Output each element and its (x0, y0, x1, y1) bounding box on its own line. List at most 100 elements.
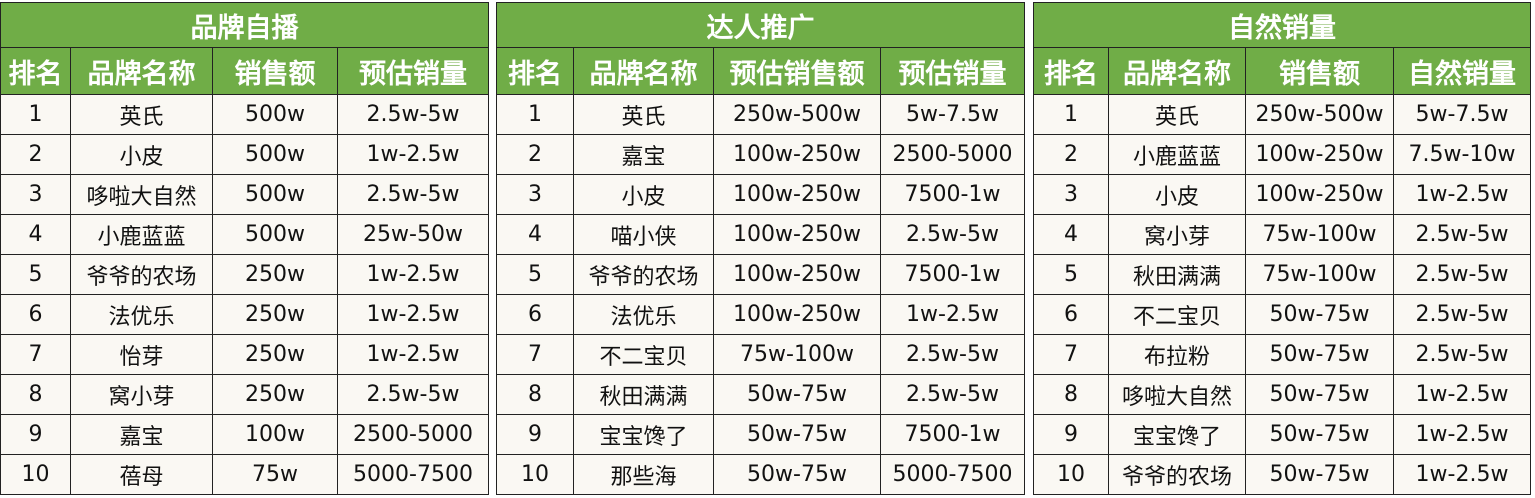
cell-sales: 75w-100w (713, 334, 881, 375)
cell-sales: 100w (212, 414, 338, 455)
cell-volume: 2.5w-5w (337, 374, 489, 415)
cell-brand-name: 怡芽 (70, 334, 213, 375)
cell-brand-name: 秋田满满 (573, 374, 714, 415)
cell-sales: 500w (212, 214, 338, 255)
table-row: 7 不二宝贝 75w-100w 2.5w-5w (496, 334, 1025, 375)
cell-volume: 5000-7500 (880, 454, 1025, 495)
cell-brand-name: 那些海 (573, 454, 714, 495)
cell-rank: 5 (0, 254, 71, 295)
table-row: 3 哆啦大自然 500w 2.5w-5w (0, 174, 489, 215)
cell-rank: 9 (1033, 414, 1109, 455)
column-header-sales: 销售额 (1245, 47, 1394, 95)
table-row: 6 法优乐 100w-250w 1w-2.5w (496, 294, 1025, 335)
table-row: 3 小皮 100w-250w 7500-1w (496, 174, 1025, 215)
cell-sales: 75w-100w (1245, 214, 1394, 255)
column-header-volume: 预估销量 (880, 47, 1025, 95)
cell-volume: 1w-2.5w (337, 334, 489, 375)
cell-brand-name: 布拉粉 (1108, 334, 1246, 375)
cell-rank: 5 (496, 254, 574, 295)
cell-rank: 1 (496, 94, 574, 135)
cell-rank: 8 (0, 374, 71, 415)
table-row: 10 那些海 50w-75w 5000-7500 (496, 454, 1025, 495)
table-row: 8 哆啦大自然 50w-75w 1w-2.5w (1033, 374, 1531, 415)
cell-sales: 100w-250w (713, 174, 881, 215)
table-title: 品牌自播 (0, 2, 489, 48)
column-header-brand-name: 品牌名称 (70, 47, 213, 95)
cell-rank: 6 (496, 294, 574, 335)
cell-sales: 75w (212, 454, 338, 495)
cell-rank: 8 (1033, 374, 1109, 415)
table-row: 1 英氏 250w-500w 5w-7.5w (496, 94, 1025, 135)
cell-sales: 500w (212, 94, 338, 135)
table-row: 1 英氏 500w 2.5w-5w (0, 94, 489, 135)
table-row: 6 法优乐 250w 1w-2.5w (0, 294, 489, 335)
cell-rank: 1 (1033, 94, 1109, 135)
cell-brand-name: 小皮 (573, 174, 714, 215)
cell-sales: 50w-75w (713, 374, 881, 415)
table-title: 自然销量 (1033, 2, 1531, 48)
cell-sales: 100w-250w (713, 214, 881, 255)
cell-rank: 6 (0, 294, 71, 335)
cell-brand-name: 爷爷的农场 (70, 254, 213, 295)
cell-brand-name: 哆啦大自然 (70, 174, 213, 215)
cell-volume: 2.5w-5w (337, 174, 489, 215)
cell-rank: 4 (1033, 214, 1109, 255)
column-header-rank: 排名 (496, 47, 574, 95)
cell-volume: 1w-2.5w (1393, 174, 1531, 215)
cell-sales: 50w-75w (713, 414, 881, 455)
cell-brand-name: 英氏 (1108, 94, 1246, 135)
table-row: 10 爷爷的农场 50w-75w 1w-2.5w (1033, 454, 1531, 495)
cell-rank: 3 (496, 174, 574, 215)
cell-brand-name: 嘉宝 (573, 134, 714, 175)
table-row: 2 嘉宝 100w-250w 2500-5000 (496, 134, 1025, 175)
cell-volume: 1w-2.5w (880, 294, 1025, 335)
table-row: 2 小鹿蓝蓝 100w-250w 7.5w-10w (1033, 134, 1531, 175)
cell-volume: 2.5w-5w (1393, 334, 1531, 375)
cell-brand-name: 爷爷的农场 (1108, 454, 1246, 495)
cell-brand-name: 小鹿蓝蓝 (70, 214, 213, 255)
cell-brand-name: 宝宝馋了 (1108, 414, 1246, 455)
cell-brand-name: 英氏 (70, 94, 213, 135)
table-row: 8 秋田满满 50w-75w 2.5w-5w (496, 374, 1025, 415)
table-row: 8 窝小芽 250w 2.5w-5w (0, 374, 489, 415)
cell-rank: 9 (0, 414, 71, 455)
cell-rank: 10 (1033, 454, 1109, 495)
cell-volume: 5000-7500 (337, 454, 489, 495)
cell-brand-name: 宝宝馋了 (573, 414, 714, 455)
cell-volume: 7.5w-10w (1393, 134, 1531, 175)
brand-self-broadcast-table: 品牌自播 排名 品牌名称 销售额 预估销量 1 英氏 500w 2.5w-5w 2 小皮 500w 1w… (0, 2, 489, 495)
cell-rank: 4 (0, 214, 71, 255)
cell-rank: 10 (0, 454, 71, 495)
cell-volume: 2.5w-5w (1393, 254, 1531, 295)
column-header-rank: 排名 (0, 47, 71, 95)
cell-rank: 8 (496, 374, 574, 415)
cell-volume: 7500-1w (880, 414, 1025, 455)
table-row: 2 小皮 500w 1w-2.5w (0, 134, 489, 175)
table-row: 9 宝宝馋了 50w-75w 1w-2.5w (1033, 414, 1531, 455)
cell-sales: 100w-250w (713, 294, 881, 335)
cell-volume: 2.5w-5w (1393, 294, 1531, 335)
cell-volume: 2.5w-5w (880, 334, 1025, 375)
cell-sales: 250w (212, 294, 338, 335)
cell-sales: 250w (212, 334, 338, 375)
cell-rank: 2 (496, 134, 574, 175)
cell-sales: 100w-250w (1245, 174, 1394, 215)
table-row: 6 不二宝贝 50w-75w 2.5w-5w (1033, 294, 1531, 335)
cell-rank: 1 (0, 94, 71, 135)
cell-brand-name: 蓓母 (70, 454, 213, 495)
table-row: 10 蓓母 75w 5000-7500 (0, 454, 489, 495)
cell-sales: 250w (212, 374, 338, 415)
cell-volume: 7500-1w (880, 254, 1025, 295)
cell-volume: 2500-5000 (337, 414, 489, 455)
cell-brand-name: 哆啦大自然 (1108, 374, 1246, 415)
cell-volume: 2.5w-5w (1393, 214, 1531, 255)
cell-brand-name: 小皮 (70, 134, 213, 175)
cell-sales: 100w-250w (713, 254, 881, 295)
cell-rank: 7 (1033, 334, 1109, 375)
cell-volume: 5w-7.5w (1393, 94, 1531, 135)
cell-brand-name: 不二宝贝 (573, 334, 714, 375)
table-row: 9 宝宝馋了 50w-75w 7500-1w (496, 414, 1025, 455)
cell-brand-name: 窝小芽 (1108, 214, 1246, 255)
cell-volume: 2500-5000 (880, 134, 1025, 175)
cell-rank: 6 (1033, 294, 1109, 335)
